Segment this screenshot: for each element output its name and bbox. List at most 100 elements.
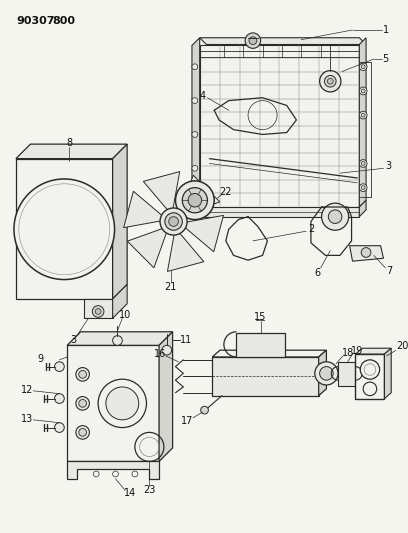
Polygon shape	[143, 172, 180, 211]
Circle shape	[359, 63, 367, 70]
Circle shape	[361, 185, 365, 190]
Text: 2: 2	[308, 224, 314, 235]
Circle shape	[359, 159, 367, 167]
Circle shape	[76, 426, 89, 439]
Circle shape	[160, 208, 187, 235]
Circle shape	[201, 406, 208, 414]
Text: 1: 1	[384, 25, 390, 35]
Circle shape	[360, 360, 379, 379]
Text: 12: 12	[21, 385, 34, 395]
Circle shape	[76, 368, 89, 381]
Circle shape	[55, 394, 64, 403]
Circle shape	[245, 33, 261, 49]
Polygon shape	[200, 207, 359, 217]
Circle shape	[79, 400, 86, 407]
Text: 7: 7	[386, 266, 392, 276]
Circle shape	[98, 379, 146, 427]
Circle shape	[165, 213, 182, 230]
Circle shape	[192, 132, 198, 138]
Text: 22: 22	[220, 187, 232, 197]
Polygon shape	[180, 175, 220, 215]
Circle shape	[249, 37, 257, 44]
Circle shape	[192, 165, 198, 171]
Circle shape	[328, 210, 342, 223]
Circle shape	[188, 193, 202, 207]
Circle shape	[361, 89, 365, 93]
Polygon shape	[359, 38, 366, 207]
Circle shape	[162, 345, 172, 355]
Circle shape	[361, 65, 365, 69]
Circle shape	[327, 78, 333, 84]
Polygon shape	[124, 191, 163, 228]
Text: 16: 16	[154, 349, 166, 359]
Circle shape	[359, 87, 367, 95]
Polygon shape	[184, 215, 224, 252]
Circle shape	[182, 188, 207, 213]
Circle shape	[113, 336, 122, 345]
Text: 10: 10	[119, 310, 131, 320]
Circle shape	[192, 64, 198, 70]
Circle shape	[361, 248, 371, 257]
Circle shape	[192, 98, 198, 103]
Circle shape	[322, 203, 349, 230]
Polygon shape	[200, 44, 359, 207]
Polygon shape	[355, 348, 391, 354]
Circle shape	[359, 111, 367, 119]
Text: 90307: 90307	[16, 17, 54, 26]
Circle shape	[361, 113, 365, 117]
Circle shape	[315, 362, 338, 385]
Circle shape	[169, 217, 178, 227]
Polygon shape	[113, 285, 127, 318]
Polygon shape	[67, 462, 159, 479]
Polygon shape	[237, 333, 285, 357]
Polygon shape	[319, 350, 326, 395]
Polygon shape	[67, 345, 159, 462]
Polygon shape	[338, 362, 355, 386]
Text: 5: 5	[382, 54, 388, 64]
Circle shape	[319, 70, 341, 92]
Circle shape	[55, 423, 64, 432]
Text: 9: 9	[37, 354, 43, 364]
Circle shape	[76, 397, 89, 410]
Polygon shape	[167, 232, 204, 271]
Polygon shape	[67, 332, 173, 345]
Text: 21: 21	[164, 282, 177, 292]
Circle shape	[95, 309, 101, 314]
Circle shape	[361, 161, 365, 165]
Text: 23: 23	[143, 486, 155, 496]
Circle shape	[324, 76, 336, 87]
Text: 11: 11	[180, 335, 192, 345]
Text: 20: 20	[397, 341, 408, 351]
Polygon shape	[359, 200, 366, 217]
Text: 17: 17	[181, 416, 193, 426]
Circle shape	[319, 367, 333, 380]
Text: 3: 3	[385, 161, 391, 172]
Circle shape	[175, 181, 214, 220]
Text: 8: 8	[66, 138, 72, 148]
Circle shape	[359, 184, 367, 191]
Polygon shape	[16, 144, 127, 159]
Polygon shape	[159, 332, 173, 462]
Polygon shape	[350, 246, 384, 261]
Text: 800: 800	[53, 17, 75, 26]
Polygon shape	[192, 38, 200, 214]
Text: 3: 3	[70, 335, 76, 344]
Polygon shape	[212, 357, 319, 395]
Text: 14: 14	[124, 488, 136, 498]
Circle shape	[363, 382, 377, 395]
Polygon shape	[212, 350, 326, 357]
Polygon shape	[355, 354, 384, 399]
Circle shape	[92, 306, 104, 317]
Circle shape	[55, 362, 64, 372]
Text: 15: 15	[255, 312, 267, 322]
Polygon shape	[127, 228, 167, 268]
Text: 19: 19	[351, 346, 364, 356]
Circle shape	[79, 429, 86, 437]
Text: 13: 13	[21, 414, 33, 424]
Text: 6: 6	[315, 268, 321, 278]
Polygon shape	[16, 159, 113, 299]
Circle shape	[106, 387, 139, 420]
Text: 4: 4	[200, 91, 206, 101]
Circle shape	[14, 179, 115, 280]
Polygon shape	[384, 348, 391, 399]
